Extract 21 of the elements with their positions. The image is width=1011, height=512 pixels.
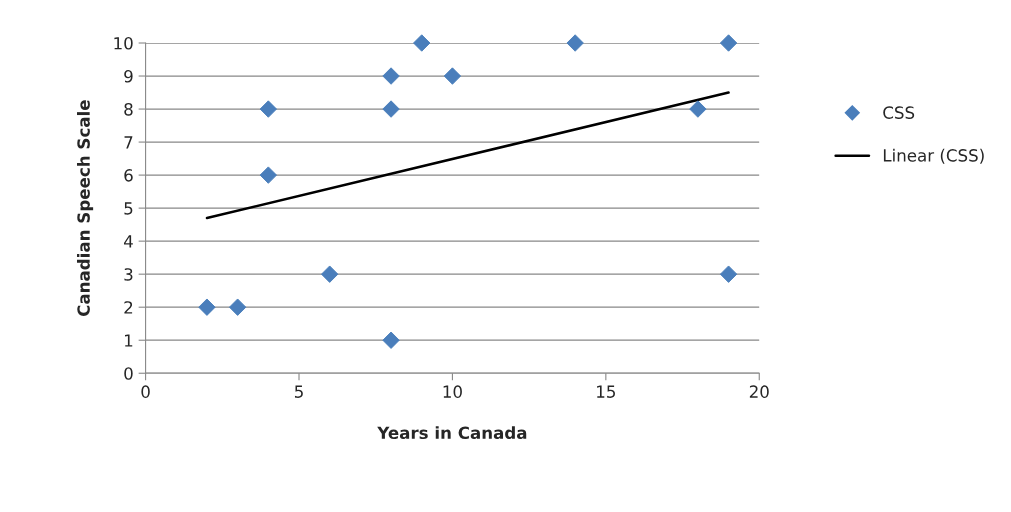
y-tick-label: 5 [124,202,133,215]
y-tick-label: 0 [124,367,133,380]
x-tick-label: 5 [294,385,303,398]
point [382,67,400,85]
y-tick-label: 10 [114,36,133,50]
legend-label: CSS [883,106,915,119]
y-tick-label: 8 [124,103,133,116]
y-tick-label: 4 [123,235,133,248]
y-tick-label: 7 [124,136,133,149]
y-tick-label: 3 [124,268,133,281]
x-tick-label: 0 [141,385,150,398]
y-tick-label: 9 [124,69,133,83]
x-tick-label: 20 [749,385,769,398]
legend-label: Linear (CSS) [883,148,984,164]
x-tick-label: 15 [597,385,615,398]
y-axis-title: Canadian Speech Scale [77,100,94,316]
y-tick-label: 6 [124,169,133,182]
y-tick-label: 1 [125,334,133,347]
x-axis-title: Years in Canada [377,426,527,440]
x-tick-label: 10 [443,385,462,398]
y-tick-label: 2 [124,301,133,314]
